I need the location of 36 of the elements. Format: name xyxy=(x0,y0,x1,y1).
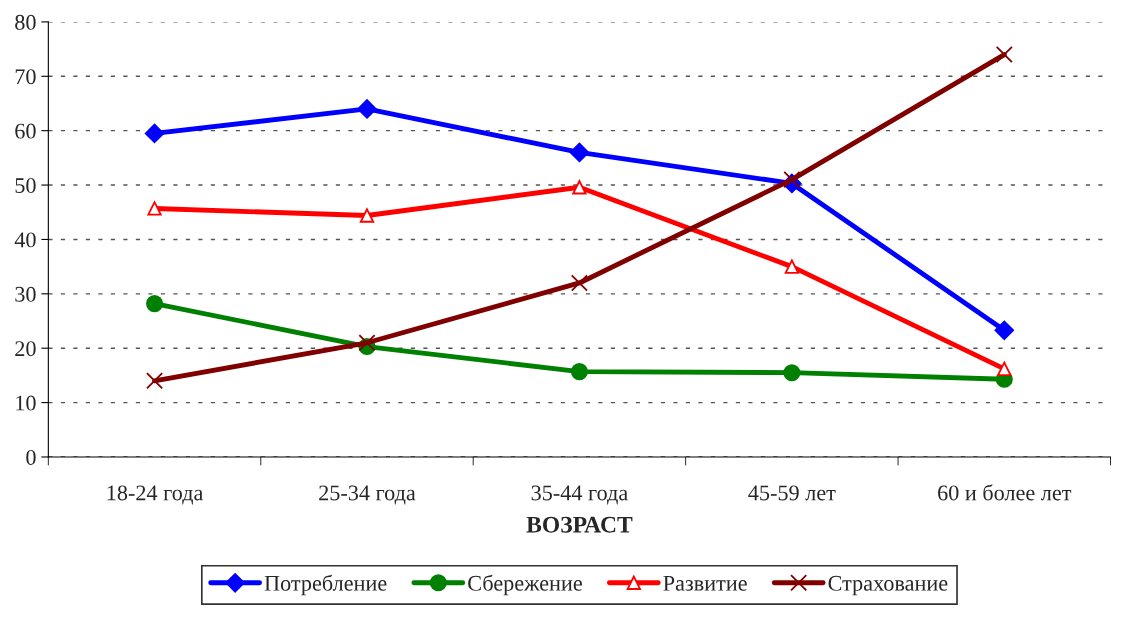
y-tick-label: 80 xyxy=(15,14,36,30)
legend-label: Страхование xyxy=(828,575,948,596)
point xyxy=(572,180,587,195)
point xyxy=(997,361,1012,377)
x-tick-label: 45-59 лет xyxy=(748,485,836,501)
point xyxy=(995,45,1013,64)
y-tick-label: 70 xyxy=(15,69,36,85)
point xyxy=(147,201,162,216)
point xyxy=(994,320,1015,341)
point xyxy=(144,123,165,144)
x-tick-label: 18-24 года xyxy=(107,485,204,505)
y-tick-label: 50 xyxy=(15,177,36,193)
x-axis-title: ВОЗРАСТ xyxy=(526,516,633,533)
point xyxy=(357,99,377,119)
point xyxy=(358,334,376,352)
y-tick-label: 20 xyxy=(15,341,36,357)
y-tick-label: 10 xyxy=(16,395,36,411)
point xyxy=(146,372,164,390)
x-tick-label: 60 и более лет xyxy=(938,484,1072,501)
point xyxy=(569,142,590,163)
legend-label: Развитие xyxy=(663,575,747,591)
point xyxy=(783,364,801,382)
x-tick-label: 35-44 года xyxy=(531,485,628,505)
legend-label: Потребление xyxy=(264,574,387,596)
point xyxy=(570,274,588,292)
point xyxy=(570,363,588,381)
legend-label: Сбережение xyxy=(468,574,582,596)
point xyxy=(784,259,800,274)
point xyxy=(783,171,801,189)
y-tick-label: 60 xyxy=(15,123,36,139)
y-tick-label: 30 xyxy=(15,286,36,302)
point xyxy=(146,295,164,313)
y-tick-label: 0 xyxy=(26,449,36,465)
y-tick-label: 40 xyxy=(14,232,36,248)
point xyxy=(359,208,375,223)
x-tick-label: 25-34 года xyxy=(319,485,416,505)
